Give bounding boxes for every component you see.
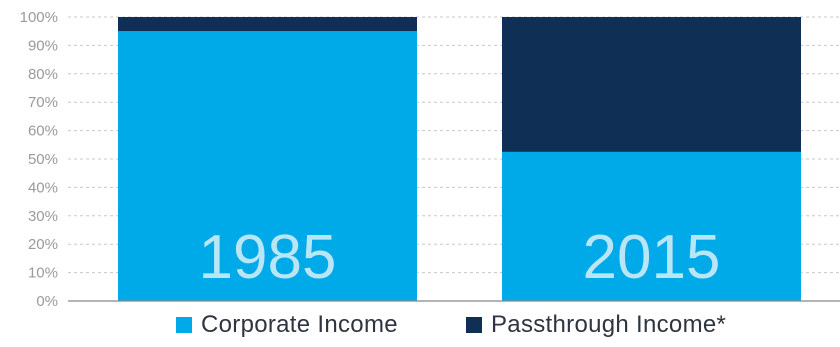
legend-item-passthrough-income: Passthrough Income* <box>466 311 726 339</box>
y-axis-ticks: 0% 10% 20% 30% 40% 50% 60% 70% 80% 90% 100% <box>20 9 58 310</box>
y-tick-label: 50% <box>28 151 58 168</box>
y-tick-label: 80% <box>28 66 58 83</box>
bar-segment-passthrough-income-1985 <box>118 17 417 32</box>
legend-label-corporate: Corporate Income <box>201 311 398 338</box>
legend-label-passthrough: Passthrough Income* <box>491 311 727 338</box>
y-tick-label: 0% <box>36 293 58 310</box>
y-tick-label: 90% <box>28 37 58 54</box>
legend: Corporate Income Passthrough Income* <box>0 311 840 345</box>
bars <box>118 17 801 301</box>
category-label: 1985 <box>199 223 337 292</box>
category-labels: 1985 2015 <box>199 223 721 292</box>
y-tick-label: 70% <box>28 94 58 111</box>
legend-item-corporate-income: Corporate Income <box>176 311 398 339</box>
y-tick-label: 10% <box>28 265 58 282</box>
bar-segment-passthrough-income-2015 <box>502 17 801 152</box>
y-tick-label: 60% <box>28 123 58 140</box>
bar-segment-corporate-income-1985 <box>118 31 417 301</box>
y-tick-label: 100% <box>20 9 58 26</box>
legend-swatch-corporate <box>176 317 192 333</box>
y-tick-label: 40% <box>28 179 58 196</box>
bar-segment-corporate-income-2015 <box>502 151 801 301</box>
y-tick-label: 20% <box>28 236 58 253</box>
stacked-bar-chart: 0% 10% 20% 30% 40% 50% 60% 70% 80% 90% 100% 1985 20… <box>20 9 840 310</box>
y-tick-label: 30% <box>28 208 58 225</box>
category-label: 2015 <box>583 223 721 292</box>
legend-swatch-passthrough <box>466 317 482 333</box>
